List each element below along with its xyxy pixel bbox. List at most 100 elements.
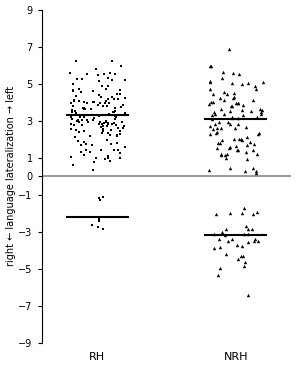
Point bbox=[91, 99, 96, 105]
Point bbox=[89, 142, 94, 148]
Point bbox=[101, 128, 106, 134]
Point bbox=[110, 121, 115, 127]
Point bbox=[91, 159, 96, 165]
Point bbox=[222, 98, 227, 103]
Point bbox=[230, 70, 235, 76]
Point bbox=[98, 119, 102, 125]
Point bbox=[82, 114, 86, 120]
Point bbox=[121, 102, 126, 108]
Point bbox=[108, 158, 112, 164]
Point bbox=[240, 107, 244, 113]
Point bbox=[82, 105, 86, 111]
Point bbox=[240, 243, 244, 249]
Point bbox=[240, 81, 245, 86]
Point bbox=[68, 154, 73, 160]
Point bbox=[210, 126, 215, 132]
Point bbox=[74, 118, 79, 124]
Point bbox=[230, 103, 234, 109]
Point bbox=[96, 78, 101, 84]
Point bbox=[246, 292, 250, 298]
Point bbox=[80, 106, 85, 112]
Point bbox=[215, 139, 220, 145]
Point bbox=[215, 130, 219, 135]
Point bbox=[250, 226, 255, 232]
Point bbox=[116, 147, 121, 153]
Point bbox=[119, 63, 124, 69]
Point bbox=[116, 125, 120, 131]
Point bbox=[211, 109, 216, 114]
Point bbox=[220, 230, 225, 236]
Point bbox=[88, 149, 92, 155]
Point bbox=[232, 135, 236, 141]
Point bbox=[231, 93, 236, 99]
Point bbox=[83, 141, 88, 147]
Point bbox=[76, 119, 81, 125]
Point bbox=[208, 99, 213, 105]
Point bbox=[102, 100, 107, 106]
Point bbox=[106, 75, 111, 81]
Point bbox=[74, 127, 78, 133]
Point bbox=[243, 124, 248, 130]
Point bbox=[103, 156, 108, 162]
Point bbox=[100, 130, 105, 136]
Point bbox=[253, 170, 258, 176]
Point bbox=[76, 138, 81, 144]
Point bbox=[74, 76, 79, 82]
Point bbox=[104, 119, 109, 125]
Point bbox=[67, 70, 72, 75]
Point bbox=[98, 94, 103, 100]
Point bbox=[219, 151, 224, 157]
Point bbox=[209, 112, 214, 117]
Point bbox=[233, 143, 238, 149]
Point bbox=[91, 112, 96, 118]
Point bbox=[106, 120, 110, 125]
Point bbox=[117, 87, 122, 93]
Point bbox=[69, 107, 74, 113]
Point bbox=[116, 112, 120, 118]
Point bbox=[106, 156, 110, 162]
Point bbox=[122, 123, 127, 129]
Point bbox=[79, 149, 83, 155]
Point bbox=[112, 96, 117, 102]
Point bbox=[85, 119, 90, 125]
Point bbox=[76, 129, 81, 135]
Point bbox=[236, 115, 241, 121]
Point bbox=[96, 218, 101, 224]
Point bbox=[251, 212, 256, 217]
Point bbox=[224, 251, 228, 257]
Point bbox=[206, 167, 211, 173]
Point bbox=[99, 124, 103, 130]
Point bbox=[212, 245, 217, 251]
Point bbox=[235, 147, 240, 153]
Point bbox=[107, 132, 112, 138]
Point bbox=[70, 108, 75, 114]
Point bbox=[252, 236, 257, 242]
Point bbox=[220, 69, 225, 75]
Point bbox=[96, 92, 101, 98]
Point bbox=[230, 115, 234, 121]
Point bbox=[69, 116, 74, 122]
Point bbox=[245, 134, 249, 140]
Point bbox=[118, 149, 122, 155]
Point bbox=[71, 103, 76, 109]
Point bbox=[102, 120, 106, 126]
Point bbox=[73, 110, 78, 116]
Point bbox=[219, 152, 224, 158]
Point bbox=[82, 99, 86, 105]
Point bbox=[101, 194, 105, 200]
Point bbox=[244, 156, 249, 162]
Point bbox=[260, 107, 265, 113]
Point bbox=[70, 81, 75, 87]
Point bbox=[71, 99, 76, 105]
Point bbox=[116, 96, 121, 102]
Point bbox=[113, 105, 117, 111]
Point bbox=[101, 103, 105, 109]
Point bbox=[225, 91, 229, 97]
Point bbox=[230, 95, 235, 101]
Point bbox=[261, 79, 266, 85]
Point bbox=[252, 83, 257, 89]
Point bbox=[106, 153, 111, 159]
Point bbox=[111, 120, 116, 126]
Point bbox=[229, 103, 234, 109]
Point bbox=[255, 131, 260, 137]
